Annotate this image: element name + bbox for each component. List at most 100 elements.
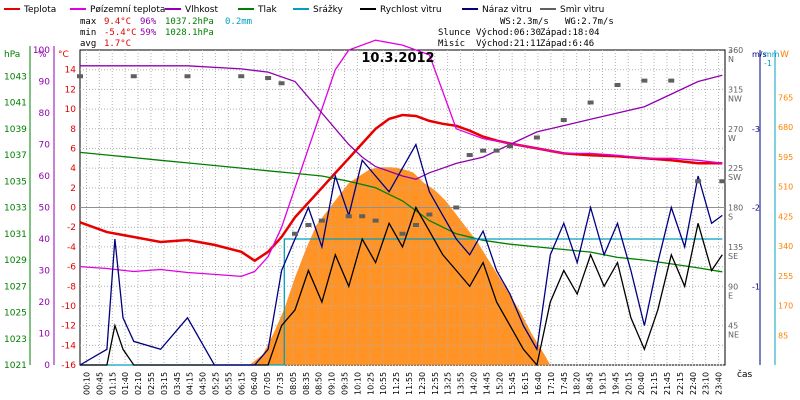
stats-block: max 9.4°C 96% 1037.2hPa 0.2mm min -5.4°C… — [80, 17, 252, 49]
time-tick-label: 12:55 — [431, 372, 440, 395]
direction-tick-value: 45 — [728, 322, 738, 331]
legend-label-4: Srážky — [313, 5, 344, 15]
celsius-tick-label: -10 — [61, 302, 76, 312]
time-tick-label: 12:30 — [418, 372, 427, 395]
time-tick-label: 04:15 — [186, 372, 195, 395]
series-point-wind-direction — [305, 223, 312, 227]
wind-tick-label: -3 — [752, 125, 760, 134]
hpa-tick-label: 1031 — [4, 230, 27, 240]
time-tick-label: 18:45 — [586, 372, 595, 395]
time-tick-label: 16:40 — [534, 372, 543, 395]
series-point-wind-direction — [466, 153, 473, 157]
series-line-3 — [79, 151, 723, 273]
stat-min-hum: 59% — [140, 28, 157, 38]
percent-tick-label: 70 — [39, 141, 51, 151]
percent-tick-label: 30 — [39, 267, 51, 277]
time-tick-label: 08:35 — [302, 372, 311, 395]
celsius-tick-label: 14 — [65, 66, 77, 76]
celsius-axis-label: °C — [58, 50, 69, 60]
time-tick-label: 02:55 — [147, 372, 156, 395]
info-ws: WS:2.3m/s — [500, 17, 549, 27]
solar-tick-label: 510 — [778, 183, 793, 192]
solar-tick-label: 255 — [778, 272, 793, 281]
time-tick-label: 10:55 — [379, 372, 388, 395]
time-tick-label: 23:10 — [702, 372, 711, 395]
info-sun-label: Slunce — [438, 28, 471, 38]
direction-tick-value: 270 — [728, 125, 743, 134]
legend-label-1: Pøízemní teplota — [90, 5, 165, 15]
celsius-tick-label: 6 — [70, 144, 76, 154]
percent-axis-label: % — [38, 50, 47, 60]
info-moonset: Západ:6:46 — [540, 39, 594, 49]
celsius-tick-label: 2 — [70, 184, 76, 194]
celsius-tick-label: -6 — [67, 263, 76, 273]
solar-tick-label: 595 — [778, 153, 793, 162]
percent-tick-label: 100 — [33, 46, 50, 56]
series-line-2 — [80, 65, 723, 180]
legend-label-6: Náraz vìtru — [482, 5, 532, 15]
time-tick-label: 01:40 — [121, 372, 130, 395]
stat-avg-label: avg — [80, 39, 96, 49]
solar-tick-label: 680 — [778, 123, 793, 132]
direction-tick-value: 315 — [728, 85, 743, 94]
celsius-tick-label: -16 — [61, 361, 76, 371]
time-tick-label: 03:15 — [160, 372, 169, 395]
series-point-wind-direction — [453, 205, 460, 210]
direction-tick-value: 135 — [728, 243, 743, 252]
series-point-wind-direction — [533, 135, 540, 140]
time-tick-label: 20:15 — [624, 372, 633, 395]
time-tick-label: 07:35 — [276, 372, 285, 395]
time-tick-label: 10:25 — [366, 372, 375, 395]
percent-tick-label: 20 — [39, 298, 51, 308]
time-tick-label: 21:15 — [650, 372, 659, 395]
percent-tick-label: 60 — [39, 172, 51, 182]
series-point-wind-direction — [412, 223, 419, 227]
hpa-tick-label: 1029 — [4, 256, 27, 266]
time-tick-label: 22:15 — [676, 372, 685, 395]
series-point-wind-direction — [345, 214, 352, 219]
series-point-wind-direction — [695, 179, 702, 184]
time-tick-label: 23:40 — [715, 372, 724, 395]
series-point-wind-direction — [507, 144, 513, 149]
time-tick-label: 19:15 — [598, 372, 607, 395]
time-tick-label: 16:15 — [521, 372, 530, 395]
series-point-wind-direction — [265, 76, 272, 80]
series-line-6 — [79, 142, 723, 366]
solar-axis-label: W — [780, 50, 789, 60]
celsius-tick-label: -12 — [61, 322, 76, 332]
time-axis-label: čas — [737, 369, 752, 380]
time-tick-label: 05:55 — [224, 372, 233, 395]
stat-max-rain: 0.2mm — [225, 17, 252, 27]
axes-layer: 00:10 00:45 01:15 01:40 02:10 02:55 03:15 03:45… — [4, 46, 793, 395]
time-tick-label: 09:35 — [340, 372, 349, 395]
rain-tick-label: -1 — [764, 59, 772, 68]
time-tick-label: 20:40 — [637, 372, 646, 395]
info-wg: WG:2.7m/s — [565, 17, 614, 27]
time-tick-label: 10:10 — [353, 372, 362, 395]
time-tick-label: 07:05 — [263, 372, 272, 395]
stat-max-press: 1037.2hPa — [165, 17, 214, 27]
celsius-tick-label: -14 — [61, 341, 76, 351]
hpa-tick-label: 1025 — [4, 309, 27, 319]
time-tick-label: 22:40 — [689, 372, 698, 395]
hpa-axis-label: hPa — [4, 50, 20, 60]
solar-tick-label: 765 — [778, 93, 793, 102]
direction-tick-value: 225 — [728, 164, 743, 173]
direction-tick-value: 360 — [728, 46, 743, 55]
wind-tick-label: -1 — [752, 282, 760, 291]
stat-min-press: 1028.1hPa — [165, 28, 214, 38]
percent-tick-label: 10 — [39, 330, 51, 340]
info-sunset: Západ:18:04 — [540, 28, 600, 38]
celsius-tick-label: -8 — [67, 282, 76, 292]
direction-tick-compass: W — [728, 134, 736, 143]
time-tick-label: 11:25 — [392, 372, 401, 395]
time-tick-label: 00:45 — [95, 372, 104, 395]
percent-tick-label: 50 — [39, 204, 51, 214]
legend-label-5: Rychlost vìtru — [380, 5, 442, 15]
celsius-tick-label: -4 — [67, 243, 76, 253]
chart-title: 10.3.2012 — [361, 51, 434, 66]
series-point-wind-direction — [292, 231, 298, 236]
series-point-wind-direction — [668, 78, 675, 83]
